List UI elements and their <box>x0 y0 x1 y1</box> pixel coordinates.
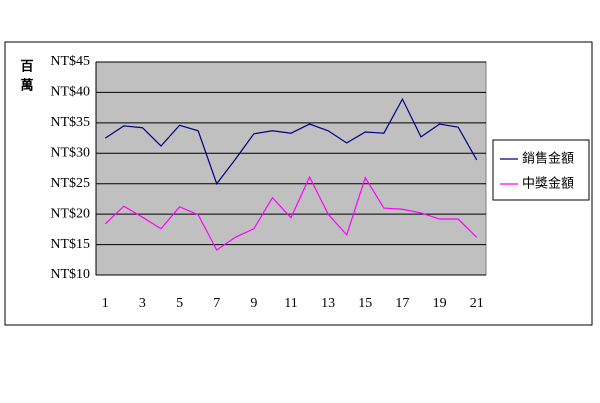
x-tick-label: 17 <box>395 296 409 311</box>
series-line <box>104 175 478 251</box>
y-tick-label: NT$45 <box>50 54 90 69</box>
y-axis-label-text: 百萬 <box>18 59 34 97</box>
legend-box <box>492 139 590 201</box>
x-tick-label: 19 <box>433 296 447 311</box>
series-line <box>104 97 478 185</box>
plot-area <box>95 61 487 276</box>
y-tick-label: NT$30 <box>50 146 90 161</box>
x-tick-label: 1 <box>102 296 109 311</box>
x-tick-label: 9 <box>250 296 257 311</box>
y-tick-label: NT$40 <box>50 85 90 100</box>
y-tick-label: NT$25 <box>50 176 90 191</box>
legend-label: 銷售金額 <box>522 151 574 167</box>
y-tick-label: NT$10 <box>50 267 90 282</box>
y-tick-label: NT$20 <box>50 206 90 221</box>
y-axis-label: 百萬 <box>18 59 34 97</box>
y-tick-label: NT$35 <box>50 115 90 130</box>
x-tick-label: 21 <box>470 296 484 311</box>
x-tick-label: 15 <box>358 296 372 311</box>
legend-label: 中獎金額 <box>522 176 574 192</box>
x-tick-label: 7 <box>213 296 220 311</box>
x-tick-label: 13 <box>321 296 335 311</box>
x-tick-label: 11 <box>284 296 297 311</box>
x-tick-label: 3 <box>139 296 146 311</box>
x-tick-label: 5 <box>176 296 183 311</box>
y-tick-label: NT$15 <box>50 237 90 252</box>
